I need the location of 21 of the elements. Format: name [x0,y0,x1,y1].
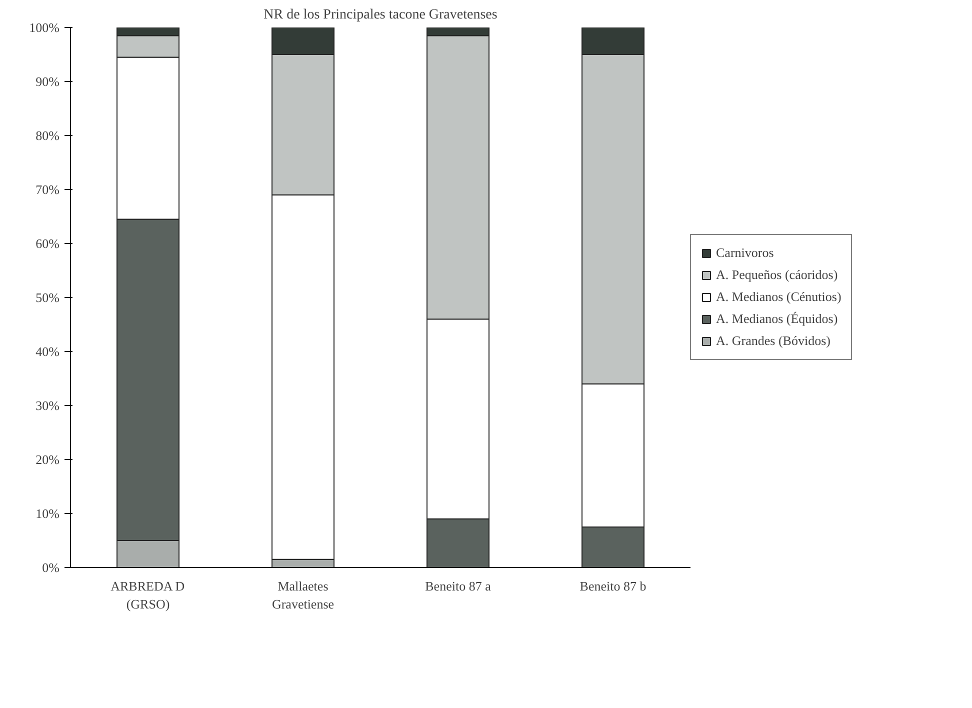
y-tick-label: 80% [36,128,60,143]
legend-label: A. Medianos (Cénutios) [716,289,842,305]
chart-title: NR de los Principales tacone Gravetenses [264,8,498,22]
y-tick-label: 30% [36,398,60,413]
y-tick-label: 90% [36,74,60,89]
y-tick-label: 20% [36,452,60,467]
x-tick-label: Beneito 87 a [425,578,492,594]
legend-label: A. Medianos (Équidos) [716,311,838,327]
y-tick-label: 50% [36,290,60,305]
y-tick-label: 40% [36,344,60,359]
y-tick-label: 100% [29,20,60,35]
y-tick-label: 70% [36,182,60,197]
x-tick-label: ARBREDA D (GRSO) [110,578,185,612]
x-tick-label: Mallaetes Gravetiense [272,578,334,612]
x-tick-label: Beneito 87 b [580,578,646,594]
y-tick-label: 10% [36,506,60,521]
y-tick-label: 0% [42,560,60,575]
legend-label: Carnivoros [716,245,774,261]
y-tick-label: 60% [36,236,60,251]
legend-label: A. Grandes (Bóvidos) [716,333,830,349]
legend-label: A. Pequeños (cáoridos) [716,267,838,283]
